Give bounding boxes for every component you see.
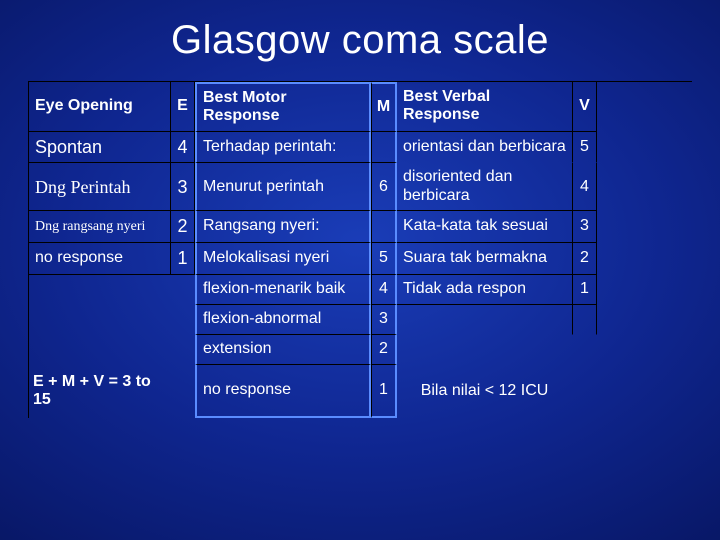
motor-score: 2 — [371, 335, 397, 365]
verbal-label: Tidak ada respon — [397, 275, 573, 305]
eye-score: 2 — [171, 211, 195, 243]
page-title: Glasgow coma scale — [28, 18, 692, 63]
eye-score: 3 — [171, 163, 195, 211]
eye-score: 4 — [171, 132, 195, 164]
empty-cell — [29, 275, 171, 305]
verbal-score: 4 — [573, 163, 597, 211]
motor-label: Melokalisasi nyeri — [195, 243, 371, 275]
eye-label: Dng Perintah — [29, 163, 171, 211]
verbal-score: 5 — [573, 132, 597, 164]
formula-text: E + M + V = 3 to 15 — [29, 365, 171, 419]
empty-cell — [171, 365, 195, 419]
header-eye: Eye Opening — [29, 82, 171, 132]
motor-label: flexion-menarik baik — [195, 275, 371, 305]
empty-cell — [171, 335, 195, 365]
motor-label: extension — [195, 335, 371, 365]
motor-score: 5 — [371, 243, 397, 275]
empty-cell — [573, 305, 597, 335]
empty-cell — [29, 335, 171, 365]
empty-cell — [573, 365, 597, 419]
header-verbal: Best Verbal Response — [397, 82, 573, 132]
motor-score: 3 — [371, 305, 397, 335]
motor-label: no response — [195, 365, 371, 419]
motor-label: flexion-abnormal — [195, 305, 371, 335]
empty-cell — [29, 305, 171, 335]
eye-label: Spontan — [29, 132, 171, 164]
verbal-label: orientasi dan berbicara — [397, 132, 573, 164]
gcs-table: Eye Opening E Best Motor Response M Best… — [28, 81, 692, 418]
motor-score: 6 — [371, 163, 397, 211]
motor-score: 1 — [371, 365, 397, 419]
motor-label: Menurut perintah — [195, 163, 371, 211]
verbal-label: Kata-kata tak sesuai — [397, 211, 573, 243]
icu-note: Bila nilai < 12 ICU — [397, 365, 573, 419]
empty-cell — [171, 275, 195, 305]
empty-cell — [397, 305, 573, 335]
header-m: M — [371, 82, 397, 132]
header-e: E — [171, 82, 195, 132]
motor-score — [371, 132, 397, 164]
verbal-score: 2 — [573, 243, 597, 275]
empty-cell — [171, 305, 195, 335]
verbal-score: 3 — [573, 211, 597, 243]
eye-label: no response — [29, 243, 171, 275]
verbal-score: 1 — [573, 275, 597, 305]
motor-label: Rangsang nyeri: — [195, 211, 371, 243]
header-v: V — [573, 82, 597, 132]
verbal-label: disoriented dan berbicara — [397, 163, 573, 211]
empty-cell — [397, 335, 573, 365]
header-motor: Best Motor Response — [195, 82, 371, 132]
motor-score — [371, 211, 397, 243]
motor-label: Terhadap perintah: — [195, 132, 371, 164]
eye-score: 1 — [171, 243, 195, 275]
empty-cell — [573, 335, 597, 365]
verbal-label: Suara tak bermakna — [397, 243, 573, 275]
eye-label: Dng rangsang nyeri — [29, 211, 171, 243]
motor-score: 4 — [371, 275, 397, 305]
